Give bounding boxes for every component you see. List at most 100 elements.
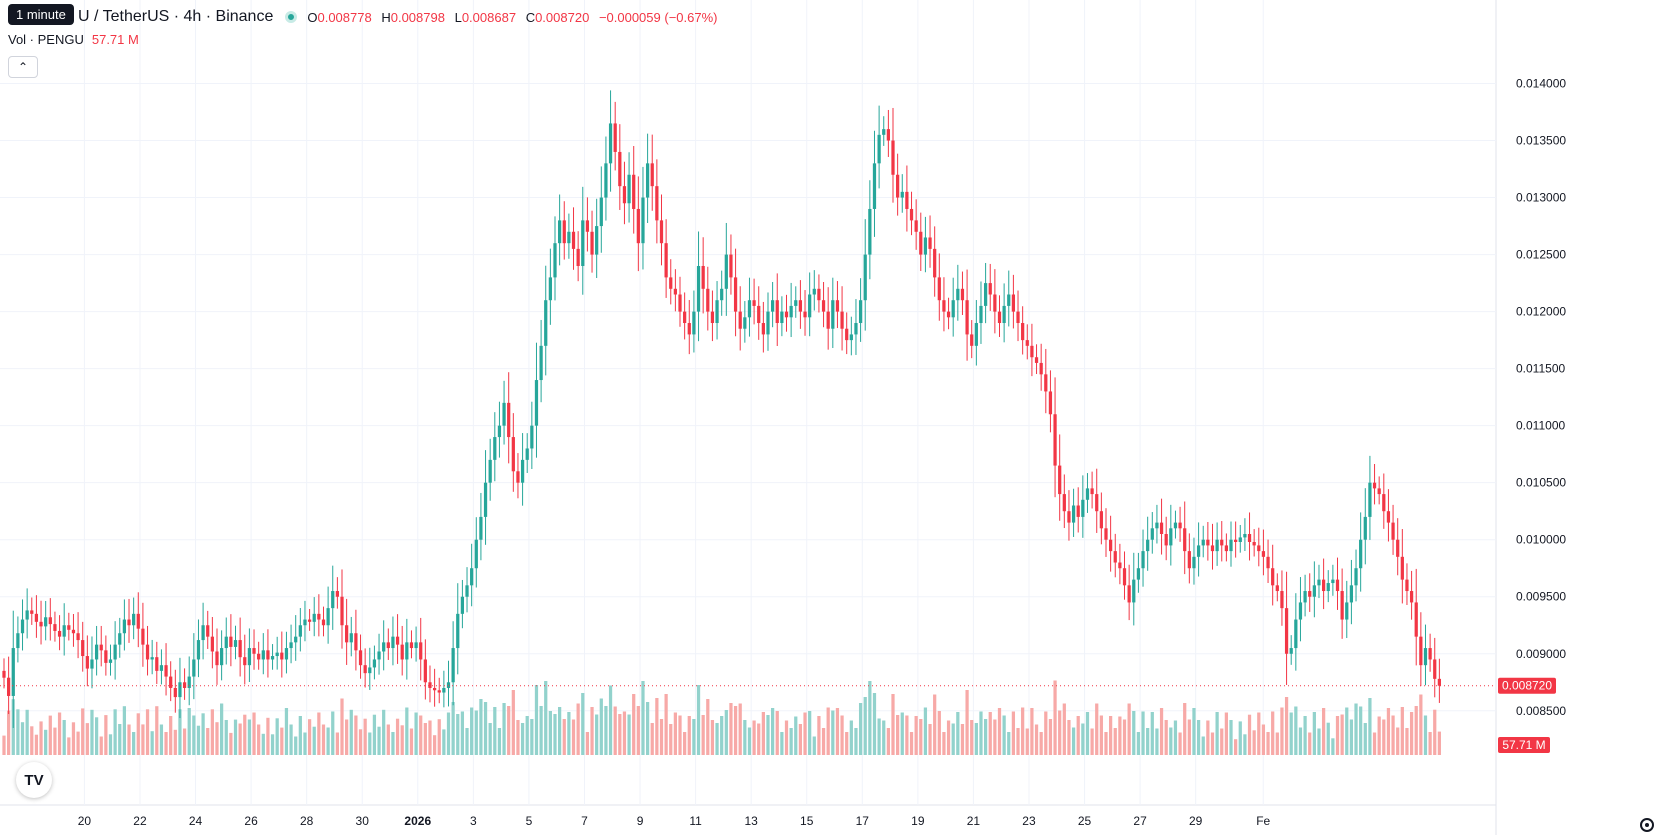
- candle-body: [738, 311, 742, 329]
- volume-bar: [562, 719, 566, 755]
- volume-bar: [923, 707, 928, 755]
- candle-body: [747, 300, 752, 318]
- volume-bar: [1321, 708, 1326, 755]
- time-tick-label: 21: [967, 814, 981, 828]
- candle-body: [632, 174, 636, 209]
- candle-body: [1382, 494, 1386, 512]
- volume-bar: [993, 719, 997, 755]
- volume-bar: [405, 707, 409, 755]
- volume-bar: [340, 698, 344, 755]
- time-tick-label: 17: [856, 814, 870, 828]
- candle-body: [1044, 374, 1048, 392]
- volume-bar: [192, 715, 196, 755]
- volume-bar: [821, 728, 826, 755]
- candle-body: [1007, 294, 1011, 306]
- volume-bar: [345, 719, 349, 755]
- volume-bar: [303, 732, 307, 755]
- volume-bar: [558, 707, 562, 755]
- volume-bar: [363, 718, 367, 755]
- candle-body: [993, 294, 997, 312]
- candle-body: [1303, 591, 1307, 603]
- candle-body: [720, 288, 724, 301]
- candle-body: [266, 650, 270, 660]
- volume-bar: [1210, 732, 1215, 755]
- candle-body: [1257, 545, 1261, 552]
- volume-bar: [243, 714, 247, 755]
- candle-body: [854, 323, 858, 335]
- volume-bar: [738, 703, 742, 755]
- collapse-legend-button[interactable]: ⌃: [8, 56, 38, 78]
- volume-bar: [1303, 716, 1307, 755]
- candle-body: [1085, 488, 1090, 500]
- volume-bar: [845, 732, 849, 755]
- time-tick-label: 23: [1022, 814, 1036, 828]
- candle-body: [761, 323, 765, 335]
- candle-body: [914, 220, 918, 232]
- candle-body: [1192, 556, 1196, 569]
- volume-bar: [335, 732, 339, 755]
- time-tick-label: 29: [1189, 814, 1203, 828]
- candle-body: [928, 237, 932, 249]
- volume-bar: [706, 699, 710, 755]
- candle-body: [1266, 556, 1270, 569]
- candle-body: [493, 437, 497, 460]
- volume-bar: [104, 715, 108, 755]
- market-status-icon[interactable]: [285, 11, 298, 23]
- volume-bar: [1002, 715, 1006, 755]
- candle-body: [1261, 551, 1266, 557]
- candle-body: [104, 650, 108, 663]
- volume-bar: [766, 715, 770, 755]
- volume-bar: [1363, 723, 1367, 755]
- volume-bar: [432, 735, 437, 755]
- candle-body: [252, 648, 256, 654]
- candle-body: [960, 288, 965, 301]
- volume-bar: [835, 708, 840, 755]
- candle-body: [1164, 534, 1168, 546]
- volume-bar: [372, 714, 377, 755]
- candle-body: [1252, 541, 1256, 546]
- candle-body: [312, 613, 316, 622]
- candle-body: [414, 642, 418, 649]
- candle-body: [326, 608, 330, 626]
- candle-body: [479, 516, 483, 540]
- volume-bar: [780, 732, 784, 755]
- candle-body: [576, 248, 580, 266]
- candle-body: [395, 636, 400, 645]
- volume-bar: [965, 690, 969, 755]
- volume-bar: [886, 728, 890, 755]
- volume-bar: [808, 711, 812, 755]
- symbol-title[interactable]: U / TetherUS · 4h · Binance: [78, 8, 274, 25]
- volume-bar: [1284, 697, 1289, 755]
- volume-bar: [571, 719, 576, 755]
- volume-bar: [1183, 703, 1187, 755]
- volume-label[interactable]: Vol · PENGU: [8, 32, 84, 47]
- tradingview-logo-icon[interactable]: TV: [16, 762, 52, 798]
- volume-bar: [1280, 707, 1284, 755]
- candle-body: [1053, 414, 1057, 466]
- candle-body: [516, 471, 520, 483]
- settings-gear-icon[interactable]: [1640, 818, 1654, 832]
- candle-body: [770, 300, 775, 312]
- candle-body: [701, 265, 705, 289]
- volume-bar: [1335, 716, 1340, 755]
- candle-body: [81, 640, 85, 657]
- volume-bar: [1048, 719, 1053, 755]
- candle-body: [284, 648, 289, 660]
- candle-body: [1363, 516, 1367, 540]
- volume-bar: [946, 720, 951, 755]
- candle-body: [1229, 539, 1233, 552]
- volume-bar: [997, 708, 1002, 755]
- candle-body: [497, 425, 502, 438]
- candle-body: [886, 129, 890, 141]
- volume-bar: [1118, 716, 1122, 755]
- volume-bar: [30, 726, 34, 755]
- volume-legend: Vol · PENGU 57.71 M: [8, 32, 139, 47]
- volume-bar: [25, 709, 29, 755]
- candle-body: [307, 619, 312, 622]
- candle-body: [1354, 568, 1358, 586]
- volume-bar: [127, 724, 131, 755]
- candle-body: [803, 311, 807, 318]
- candle-body: [150, 657, 154, 660]
- candle-body: [1423, 648, 1428, 666]
